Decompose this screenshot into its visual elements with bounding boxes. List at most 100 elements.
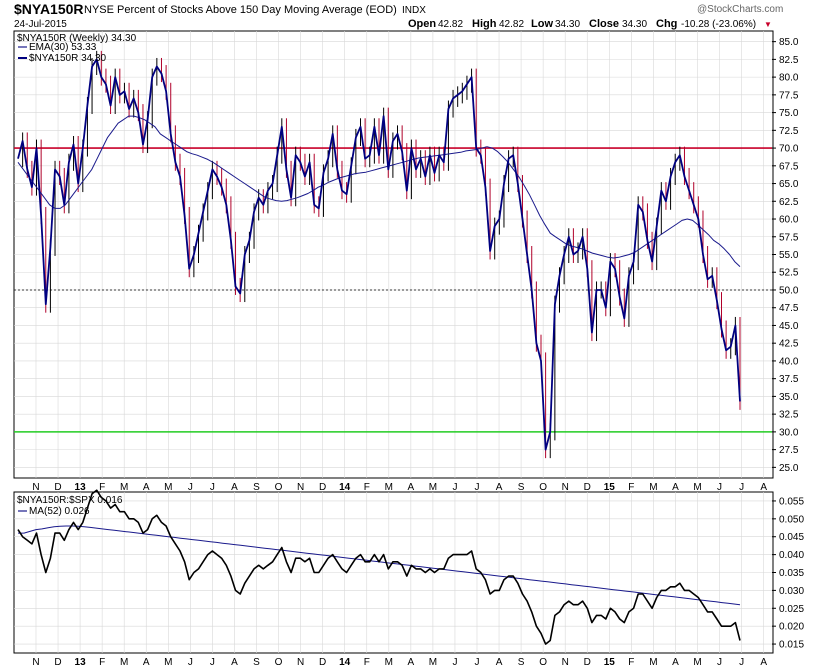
y-tick-label: 57.5 xyxy=(779,232,799,243)
x-tick-label: N xyxy=(562,657,569,668)
high-value: 42.82 xyxy=(499,19,524,30)
y-tick-label: 55.0 xyxy=(779,250,799,261)
x-tick-label: M xyxy=(429,657,437,668)
y-tick-label: 0.015 xyxy=(779,640,804,651)
x-tick-label: 14 xyxy=(339,482,351,493)
chg-down-arrow-icon: ▼ xyxy=(764,20,772,29)
x-tick-label: M xyxy=(649,657,657,668)
chart-description: NYSE Percent of Stocks Above 150 Day Mov… xyxy=(84,4,397,16)
low-label: Low xyxy=(531,18,553,30)
y-tick-label: 30.0 xyxy=(779,427,799,438)
high-label: High xyxy=(472,18,497,30)
y-tick-label: 27.5 xyxy=(779,445,799,456)
x-tick-label: J xyxy=(717,657,722,668)
x-tick-label: J xyxy=(739,657,744,668)
x-tick-label: N xyxy=(562,482,569,493)
main-y-axis: 85.0 82.5 80.0 77.5 75.0 72.5 70.0 67.5 65.0 62.5… xyxy=(772,37,799,474)
x-tick-label: A xyxy=(496,657,503,668)
y-tick-label: 75.0 xyxy=(779,108,799,119)
x-tick-label: M xyxy=(693,657,701,668)
y-tick-label: 45.0 xyxy=(779,321,799,332)
x-tick-label: M xyxy=(164,482,172,493)
x-tick-label: A xyxy=(231,482,238,493)
y-tick-label: 25.0 xyxy=(779,463,799,474)
ratio-legend: $NYA150R:$SPX 0.016 MA(52) 0.026 xyxy=(17,495,123,517)
ratio-panel-title: $NYA150R:$SPX 0.016 xyxy=(17,495,123,506)
y-tick-label: 67.5 xyxy=(779,161,799,172)
x-tick-label: F xyxy=(628,657,634,668)
x-tick-label: S xyxy=(253,657,260,668)
y-tick-label: 60.0 xyxy=(779,215,799,226)
chg-label: Chg xyxy=(656,18,677,30)
y-tick-label: 0.035 xyxy=(779,568,804,579)
y-tick-label: 0.050 xyxy=(779,514,804,525)
x-tick-label: O xyxy=(539,657,547,668)
low-value: 34.30 xyxy=(555,19,580,30)
y-tick-label: 50.0 xyxy=(779,285,799,296)
close-label: Close xyxy=(589,18,619,30)
ratio-line xyxy=(17,489,741,645)
x-tick-label: J xyxy=(452,482,457,493)
y-tick-label: 42.5 xyxy=(779,339,799,350)
x-tick-label: F xyxy=(99,657,105,668)
watermark: @StockCharts.com xyxy=(697,4,783,15)
x-tick-label: M xyxy=(693,482,701,493)
ratio-y-axis: 0.055 0.050 0.045 0.040 0.035 0.030 0.025 0.020… xyxy=(772,496,804,651)
y-tick-label: 72.5 xyxy=(779,126,799,137)
y-tick-label: 52.5 xyxy=(779,268,799,279)
x-tick-label: J xyxy=(475,657,480,668)
y-tick-label: 82.5 xyxy=(779,55,799,66)
chg-value: -10.28 (-23.06%) xyxy=(681,19,756,30)
main-price-panel: 85.0 82.5 80.0 77.5 75.0 72.5 70.0 67.5 65.0 62.5… xyxy=(13,30,799,479)
y-tick-label: 0.040 xyxy=(779,550,804,561)
price-close-line xyxy=(17,58,741,451)
x-tick-label: J xyxy=(188,482,193,493)
x-tick-label: M xyxy=(120,482,128,493)
x-tick-label: O xyxy=(275,482,283,493)
price-legend-label: $NYA150R 34.30 xyxy=(29,53,107,64)
y-tick-label: 65.0 xyxy=(779,179,799,190)
ma-legend-label: MA(52) 0.026 xyxy=(29,506,90,517)
x-tick-label: M xyxy=(164,657,172,668)
chart-symbol: $NYA150R xyxy=(14,1,84,17)
x-tick-label: N xyxy=(297,657,304,668)
ratio-x-axis: N D 13 F M A M J J A S O N D 14 F M A M J J A S O N D 15 F M A M J J A xyxy=(32,657,767,668)
open-label: Open xyxy=(408,18,436,30)
x-tick-label: J xyxy=(188,657,193,668)
x-tick-label: A xyxy=(143,482,150,493)
ema-legend-label: EMA(30) 53.33 xyxy=(29,42,97,53)
x-tick-label: O xyxy=(539,482,547,493)
x-tick-label: F xyxy=(628,482,634,493)
x-tick-label: D xyxy=(54,482,61,493)
chart-exchange: INDX xyxy=(402,5,426,16)
x-tick-label: A xyxy=(496,482,503,493)
quote-bar: Open 42.82 High 42.82 Low 34.30 Close 34… xyxy=(408,18,772,30)
x-tick-label: S xyxy=(518,482,525,493)
x-tick-label: 14 xyxy=(339,657,351,668)
y-tick-label: 0.055 xyxy=(779,496,804,507)
x-tick-label: S xyxy=(518,657,525,668)
ratio-series-lines xyxy=(17,489,741,645)
main-x-axis: N D 13 F M A M J J A S O N D 14 F M A M J J A S O N D 15 F M A M J J A xyxy=(32,482,767,493)
x-tick-label: 15 xyxy=(604,657,616,668)
x-tick-label: A xyxy=(408,482,415,493)
x-tick-label: S xyxy=(253,482,260,493)
y-tick-label: 70.0 xyxy=(779,144,799,155)
y-tick-label: 85.0 xyxy=(779,37,799,48)
y-tick-label: 0.025 xyxy=(779,604,804,615)
x-tick-label: M xyxy=(385,482,393,493)
x-tick-label: A xyxy=(672,482,679,493)
x-tick-label: D xyxy=(54,657,61,668)
x-tick-label: O xyxy=(275,657,283,668)
x-tick-label: A xyxy=(760,657,767,668)
y-tick-label: 47.5 xyxy=(779,303,799,314)
y-tick-label: 40.0 xyxy=(779,356,799,367)
x-tick-label: J xyxy=(475,482,480,493)
x-tick-label: D xyxy=(584,657,591,668)
y-tick-label: 0.020 xyxy=(779,622,804,633)
x-tick-label: F xyxy=(99,482,105,493)
x-tick-label: D xyxy=(319,657,326,668)
x-tick-label: J xyxy=(717,482,722,493)
x-tick-label: N xyxy=(32,482,39,493)
